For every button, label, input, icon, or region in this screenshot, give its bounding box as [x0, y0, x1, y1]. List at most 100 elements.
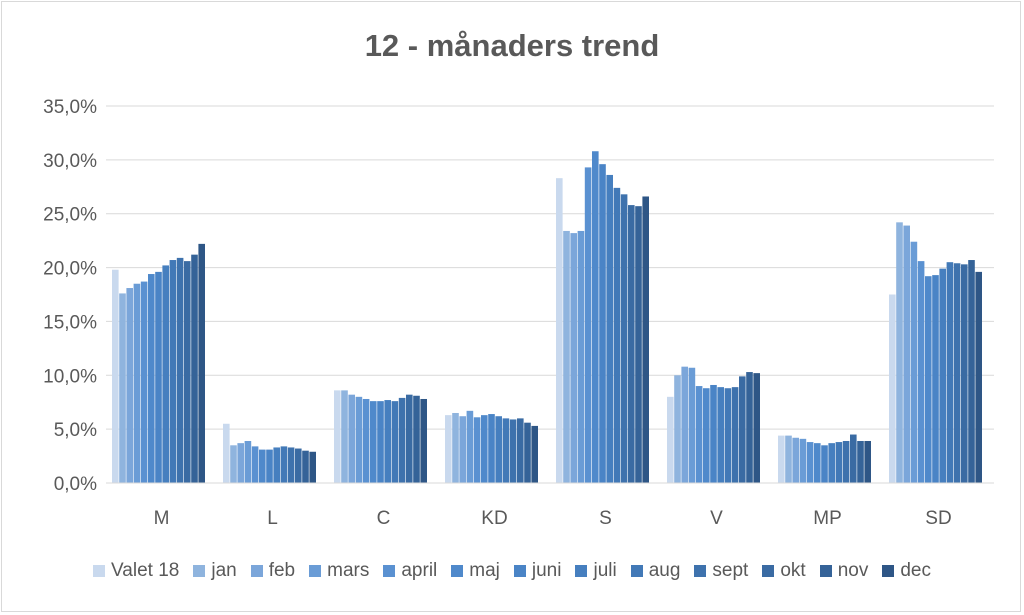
y-tick-label: 30,0%	[43, 151, 97, 172]
y-tick-label: 10,0%	[43, 366, 97, 387]
bar	[370, 401, 377, 483]
bar	[667, 396, 674, 483]
bar	[191, 254, 198, 483]
legend-swatch	[383, 565, 396, 577]
bar	[309, 451, 316, 483]
legend-label: mars	[327, 560, 370, 581]
legend-label: juni	[531, 560, 562, 581]
bar	[925, 276, 932, 483]
bar	[799, 438, 807, 483]
bar	[778, 435, 785, 483]
legend-swatch	[694, 565, 707, 577]
y-tick-label: 25,0%	[43, 205, 97, 226]
bar	[864, 440, 871, 483]
bar	[531, 425, 538, 483]
bar	[717, 387, 724, 483]
bar	[939, 268, 946, 483]
legend-item: feb	[250, 560, 295, 582]
bar	[563, 230, 570, 483]
bar	[266, 449, 273, 483]
legend-swatch	[309, 565, 322, 577]
bar	[406, 394, 413, 483]
legend-item: juni	[513, 560, 562, 582]
bar	[126, 288, 133, 483]
bar	[681, 366, 688, 483]
legend-item: jan	[193, 560, 237, 582]
bar	[140, 281, 148, 483]
bar	[341, 390, 348, 483]
bar	[384, 400, 391, 483]
x-category-label: KD	[481, 508, 507, 529]
bar	[420, 398, 427, 483]
legend-swatch	[193, 565, 206, 577]
bar	[710, 384, 717, 483]
bar	[459, 416, 466, 483]
bar	[953, 263, 961, 483]
y-tick-label: 35,0%	[43, 97, 97, 118]
bar	[466, 410, 474, 483]
legend-label: april	[401, 560, 438, 581]
x-category-label: M	[154, 508, 170, 529]
bar	[287, 447, 295, 483]
bar	[502, 418, 510, 483]
legend-swatch	[762, 565, 775, 577]
bar	[488, 414, 495, 483]
bar	[975, 271, 982, 483]
bar	[244, 440, 252, 483]
bar	[148, 274, 155, 483]
bar	[452, 412, 459, 483]
bar	[806, 442, 814, 483]
bar	[731, 387, 739, 483]
x-category-label: SD	[925, 508, 951, 529]
bar	[509, 419, 517, 483]
bar	[184, 261, 191, 483]
bar	[176, 257, 184, 483]
x-category-label: V	[710, 508, 723, 529]
bar	[348, 394, 355, 483]
bar	[119, 293, 126, 483]
bar	[753, 373, 760, 483]
y-tick-label: 5,0%	[54, 420, 97, 441]
legend-label: sept	[712, 560, 749, 581]
bar	[828, 443, 835, 483]
legend-swatch	[882, 565, 895, 577]
legend-swatch	[513, 565, 526, 577]
bar	[524, 422, 531, 483]
bar	[481, 415, 488, 483]
y-tick-label: 15,0%	[43, 312, 97, 333]
bar	[273, 447, 280, 483]
chart-title: 12 - månaders trend	[364, 28, 660, 63]
bar	[280, 446, 288, 483]
bar	[703, 388, 710, 483]
legend-swatch	[451, 565, 464, 577]
bar	[413, 395, 420, 483]
bar	[695, 386, 703, 483]
bar	[355, 396, 363, 483]
bar	[155, 271, 162, 483]
bar	[785, 435, 792, 483]
legend-item: maj	[451, 560, 500, 582]
legend-item: april	[383, 560, 437, 582]
bar	[821, 445, 828, 483]
bar	[910, 241, 918, 483]
bar	[584, 167, 592, 483]
bar	[857, 440, 864, 483]
y-tick-label: 0,0%	[54, 474, 97, 495]
bar	[251, 446, 259, 483]
legend-swatch	[819, 565, 832, 577]
bar	[362, 398, 370, 483]
bar	[850, 434, 857, 483]
bar	[688, 367, 696, 483]
bar	[599, 164, 606, 483]
legend-swatch	[250, 565, 263, 577]
legend-label: juli	[593, 560, 617, 581]
bar	[889, 294, 896, 483]
bar	[592, 151, 599, 484]
bar	[223, 423, 230, 483]
bar	[133, 283, 141, 483]
bar	[570, 233, 577, 483]
bar	[961, 264, 968, 483]
legend-swatch	[93, 565, 106, 577]
bar	[302, 450, 309, 483]
legend-label: okt	[780, 560, 806, 581]
